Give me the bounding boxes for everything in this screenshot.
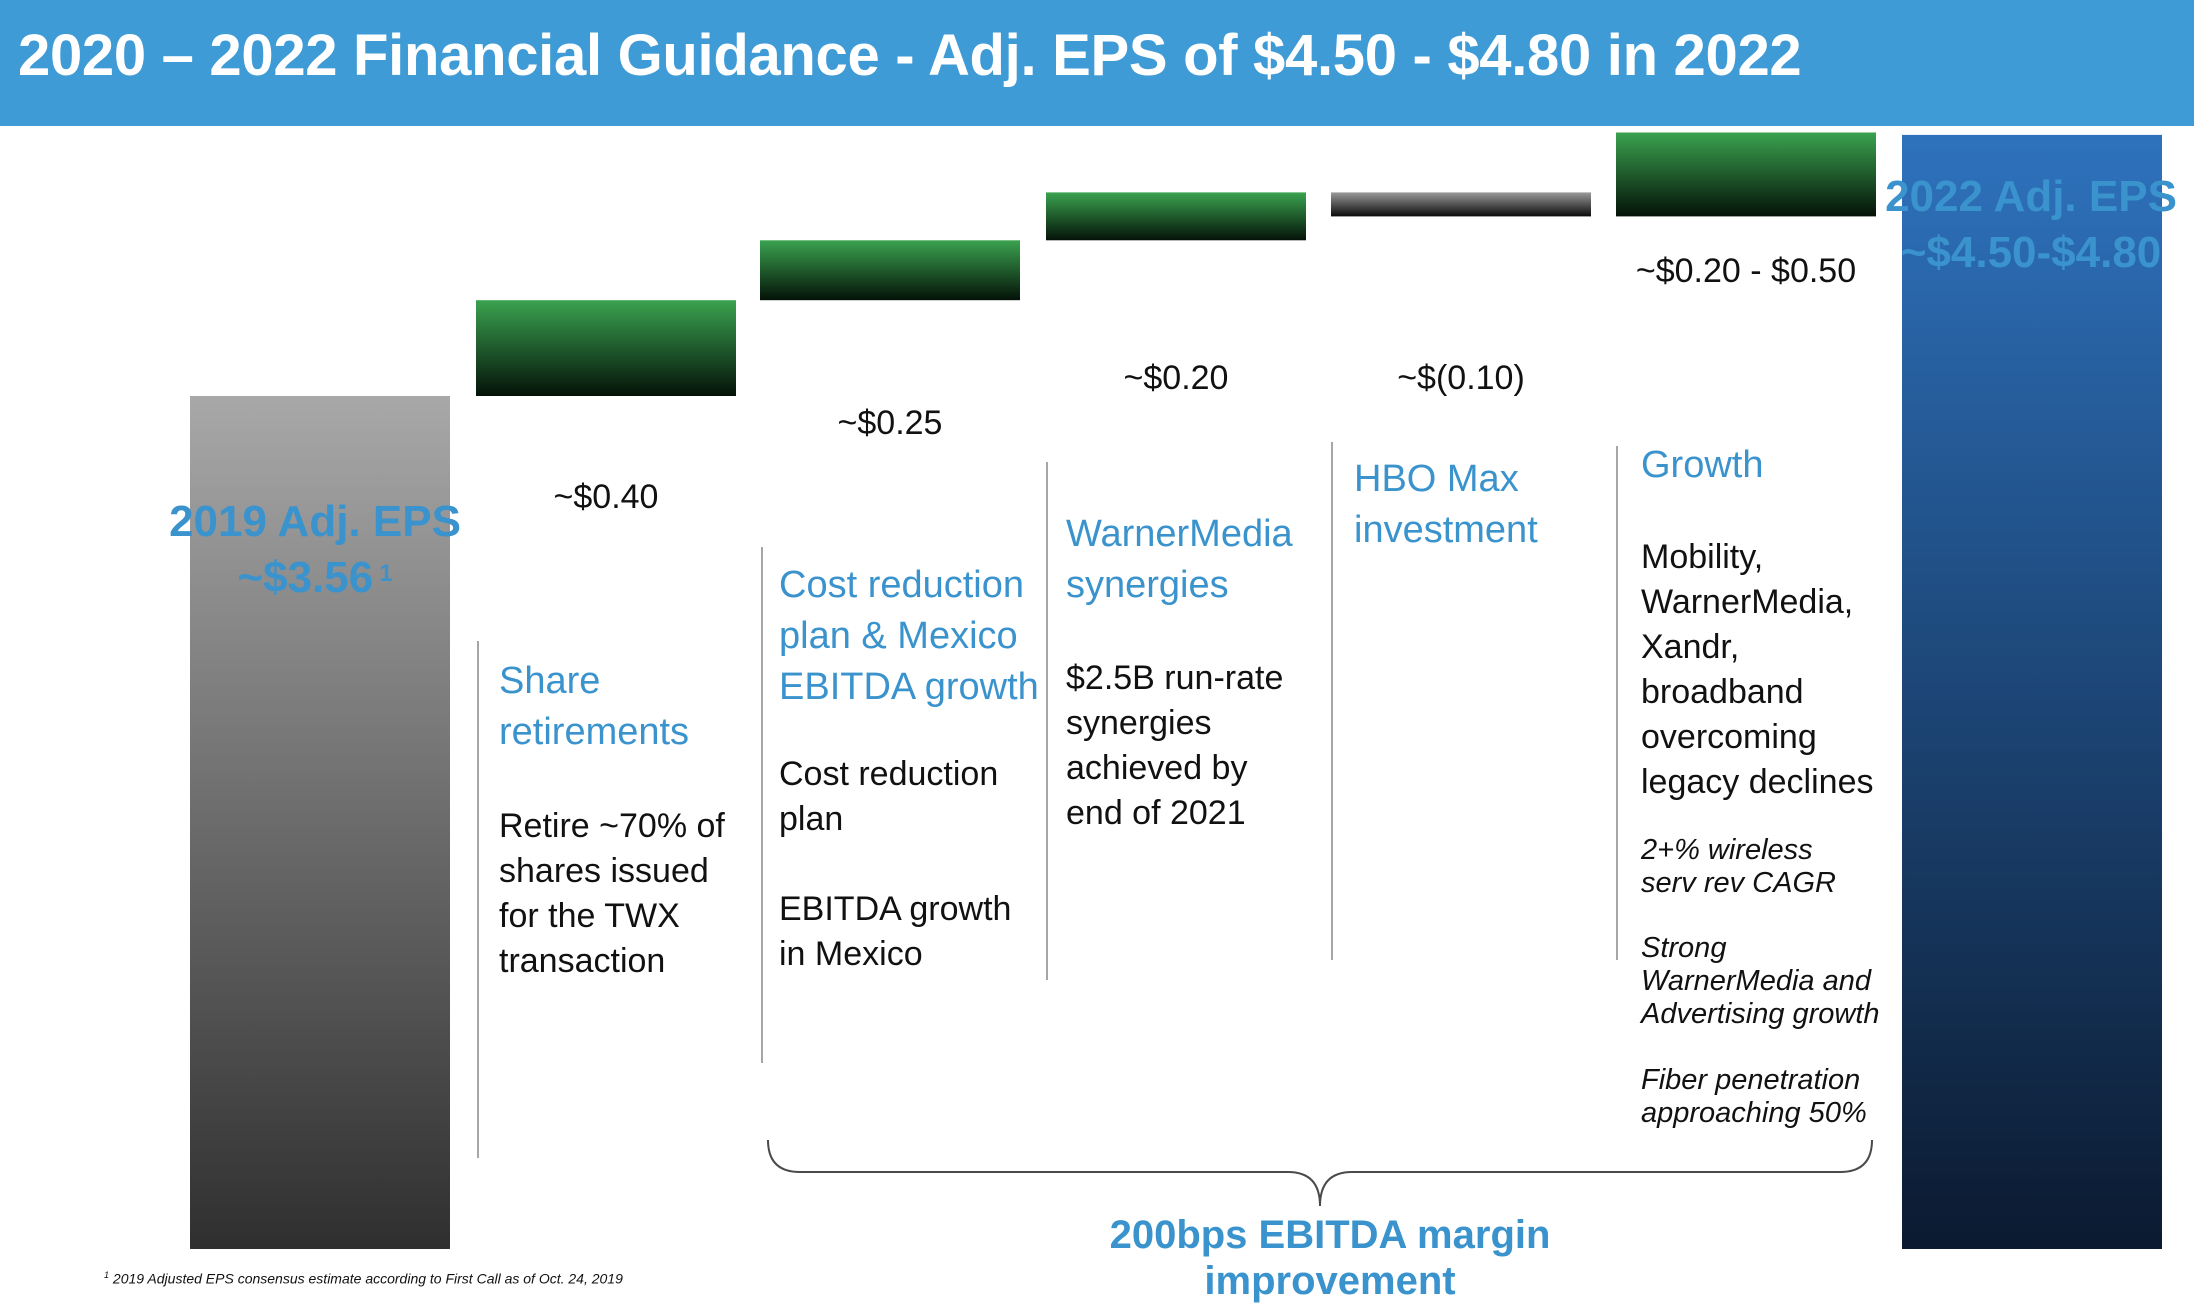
- body-cost-2: EBITDA growth in Mexico: [779, 890, 1012, 973]
- bar-share-retirements: [476, 300, 736, 396]
- body-share: Retire ~70% of shares issued for the TWX…: [499, 807, 725, 980]
- end-label-value: ~$4.50-$4.80: [1900, 228, 2162, 277]
- heading-cost: Cost reduction plan & Mexico EBITDA grow…: [779, 564, 1039, 708]
- bar-hbo-max: [1331, 192, 1591, 217]
- value-label-growth: ~$0.20 - $0.50: [1635, 252, 1857, 290]
- divider-hbo: [1331, 442, 1333, 960]
- bar-2022-eps: [1902, 134, 2162, 1249]
- footnote: 1 2019 Adjusted EPS consensus estimate a…: [104, 1270, 623, 1287]
- note-growth-1: 2+% wireless serv rev CAGR: [1641, 834, 1836, 899]
- start-label-value: ~$3.56: [237, 553, 374, 602]
- footnote-marker: 1: [379, 560, 393, 587]
- body-growth: Mobility, WarnerMedia, Xandr, broadband …: [1641, 538, 1874, 801]
- start-label-line1: 2019 Adj. EPS: [169, 497, 461, 546]
- brace-label: 200bps EBITDA margin improvement: [1109, 1213, 1551, 1303]
- end-label-line1: 2022 Adj. EPS: [1885, 172, 2177, 221]
- value-label-synergies: ~$0.20: [1123, 359, 1229, 397]
- heading-synergies: WarnerMedia synergies: [1066, 513, 1293, 606]
- divider-cost: [761, 547, 763, 1063]
- note-growth-2: Strong WarnerMedia and Advertising growt…: [1641, 932, 1880, 1030]
- value-label-hbo: ~$(0.10): [1397, 359, 1525, 397]
- heading-hbo: HBO Max investment: [1354, 458, 1538, 551]
- body-synergies: $2.5B run-rate synergies achieved by end…: [1066, 659, 1284, 832]
- bar-cost-reduction: [760, 240, 1020, 301]
- bar-growth: [1616, 132, 1876, 217]
- heading-share: Share retirements: [499, 660, 690, 753]
- brace: [767, 1139, 1873, 1207]
- end-label: 2022 Adj. EPS ~$4.50-$4.80: [1866, 169, 2194, 281]
- body-cost-1: Cost reduction plan: [779, 755, 999, 838]
- note-growth-3: Fiber penetration approaching 50%: [1641, 1064, 1867, 1129]
- start-label: 2019 Adj. EPS ~$3.56 1: [150, 494, 480, 606]
- page-title: 2020 – 2022 Financial Guidance - Adj. EP…: [18, 23, 1802, 88]
- footnote-text: 2019 Adjusted EPS consensus estimate acc…: [109, 1270, 623, 1287]
- value-label-cost: ~$0.25: [837, 404, 943, 442]
- value-label-share: ~$0.40: [553, 478, 659, 516]
- heading-growth: Growth: [1641, 444, 1764, 486]
- footnote-mark: 1: [104, 1270, 110, 1280]
- divider-synergies: [1046, 462, 1048, 980]
- bar-2019-eps: [190, 396, 450, 1249]
- divider-share: [477, 641, 479, 1158]
- bar-warnermedia-synergies: [1046, 192, 1306, 241]
- divider-growth: [1616, 446, 1618, 960]
- title-bar: 2020 – 2022 Financial Guidance - Adj. EP…: [0, 0, 2194, 126]
